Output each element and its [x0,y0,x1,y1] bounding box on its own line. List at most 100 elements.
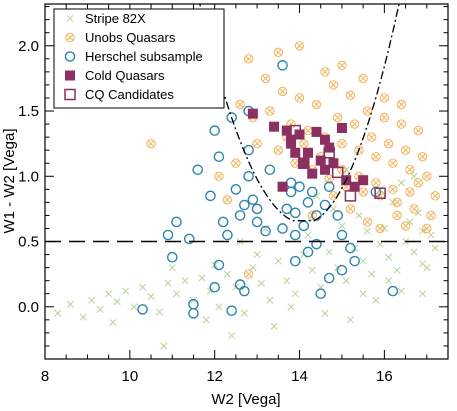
unobs-point [422,223,432,234]
unobs-point [333,112,343,123]
herschel-point [302,246,314,258]
unobs-point [146,138,156,149]
reference-lines [45,4,448,243]
unobs-point [413,178,424,188]
legend-label-stripe: Stripe 82X [85,11,146,26]
herschel-point [370,186,382,198]
stripe-point [79,313,87,321]
herschel-point [166,251,178,263]
unobs-point [294,41,305,51]
stripe-point [130,303,138,311]
cold-quasar-point [277,181,288,192]
herschel-point [311,238,322,250]
cold-quasar-point [349,181,360,192]
herschel-point [387,285,399,297]
y-axis-label: W1 - W2 [Vega] [1,128,18,233]
stripe-point [359,257,367,265]
x-tick-label: 12 [206,368,223,385]
stripe-point [427,231,435,239]
herschel-point [277,223,288,234]
herschel-point [183,233,195,245]
unobs-point [214,171,224,181]
stripe-point [418,290,427,298]
herschel-point [336,229,348,241]
stripe-point [198,274,206,282]
unobs-point [430,191,440,201]
x-axis-label: W2 [Vega] [211,391,280,408]
unobs-point [252,138,262,149]
unobs-point [320,67,330,77]
unobs-point [422,171,432,181]
stripe-point [168,264,176,272]
cold-quasar-point [298,158,309,169]
unobs-point [405,187,415,197]
stripe-point [240,309,248,317]
legend-marker-unobs [65,32,75,43]
unobs-point [362,217,373,227]
stripe-point [410,172,418,180]
unobs-point [409,204,419,214]
unobs-point [388,184,398,195]
herschel-point [239,199,250,211]
herschel-point [315,288,327,300]
axis-ticks: 8 10 12 14 16 0.0 0.5 1.0 1.5 2.0 [18,4,449,385]
stripe-point [139,283,147,291]
stripe-point [342,277,350,285]
stripe-point [346,316,354,324]
y-tick-label: 0.0 [18,299,39,316]
herschel-point [323,181,335,193]
herschel-point [247,194,259,206]
unobs-point [396,99,407,110]
herschel-point [289,207,301,219]
cold-quasar-point [247,108,258,119]
stripe-point [105,290,113,298]
stripe-point [122,287,130,295]
cold-quasar-point [269,121,280,132]
herschel-point [294,181,305,193]
stripe-point [418,227,427,235]
stripe-point [202,316,210,324]
herschel-point [230,184,242,195]
herschel-point [264,164,276,176]
legend-marker-herschel [64,51,76,62]
herschel-point [260,225,271,237]
legend-label-herschel: Herschel subsample [85,49,203,64]
unobs-point [311,99,322,110]
unobs-point [371,152,381,162]
x-tick-label: 16 [376,368,393,385]
cq-candidate-point [323,147,335,159]
legend-label-cq: CQ Candidates [85,87,174,102]
herschel-point [319,199,331,211]
herschel-point [251,216,263,228]
stripe-point [397,179,405,187]
cold-quasar-point [290,147,301,158]
unobs-point [277,86,288,97]
y-tick-label: 2.0 [18,38,39,55]
wedge-curve [199,4,400,222]
herschel-point [289,229,301,241]
cq-candidate-point [298,157,310,169]
unobs-point [358,73,368,84]
cold-quasar-point [328,158,339,169]
herschel-point [226,305,237,317]
herschel-point [234,210,246,221]
x-tick-label: 10 [121,368,138,385]
stripe-point [385,277,393,285]
unobs-point [337,165,347,175]
stripe-point [359,290,367,298]
y-tick-label: 1.5 [18,103,39,120]
y-tick-label: 1.0 [18,168,39,185]
legend: Stripe 82X Unobs Quasars Herschel subsam… [53,8,225,109]
stripe-point [397,287,405,295]
unobs-point [379,93,390,103]
legend-markers [64,14,76,101]
cold-quasar-point [294,129,305,140]
stripe-point [431,244,439,252]
legend-marker-cq [64,88,76,101]
data-points [54,41,440,350]
unobs-point [337,138,347,149]
legend-box [53,8,225,109]
cold-quasar-point [315,155,326,166]
herschel-point [209,281,220,293]
